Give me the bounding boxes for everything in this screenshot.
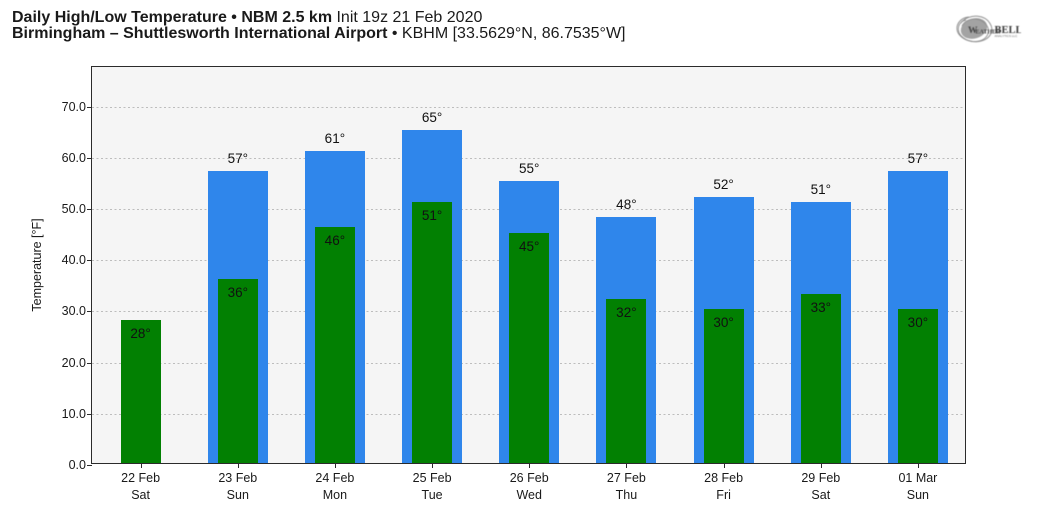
svg-text:ANALYTICS LLC: ANALYTICS LLC [995,34,1019,38]
